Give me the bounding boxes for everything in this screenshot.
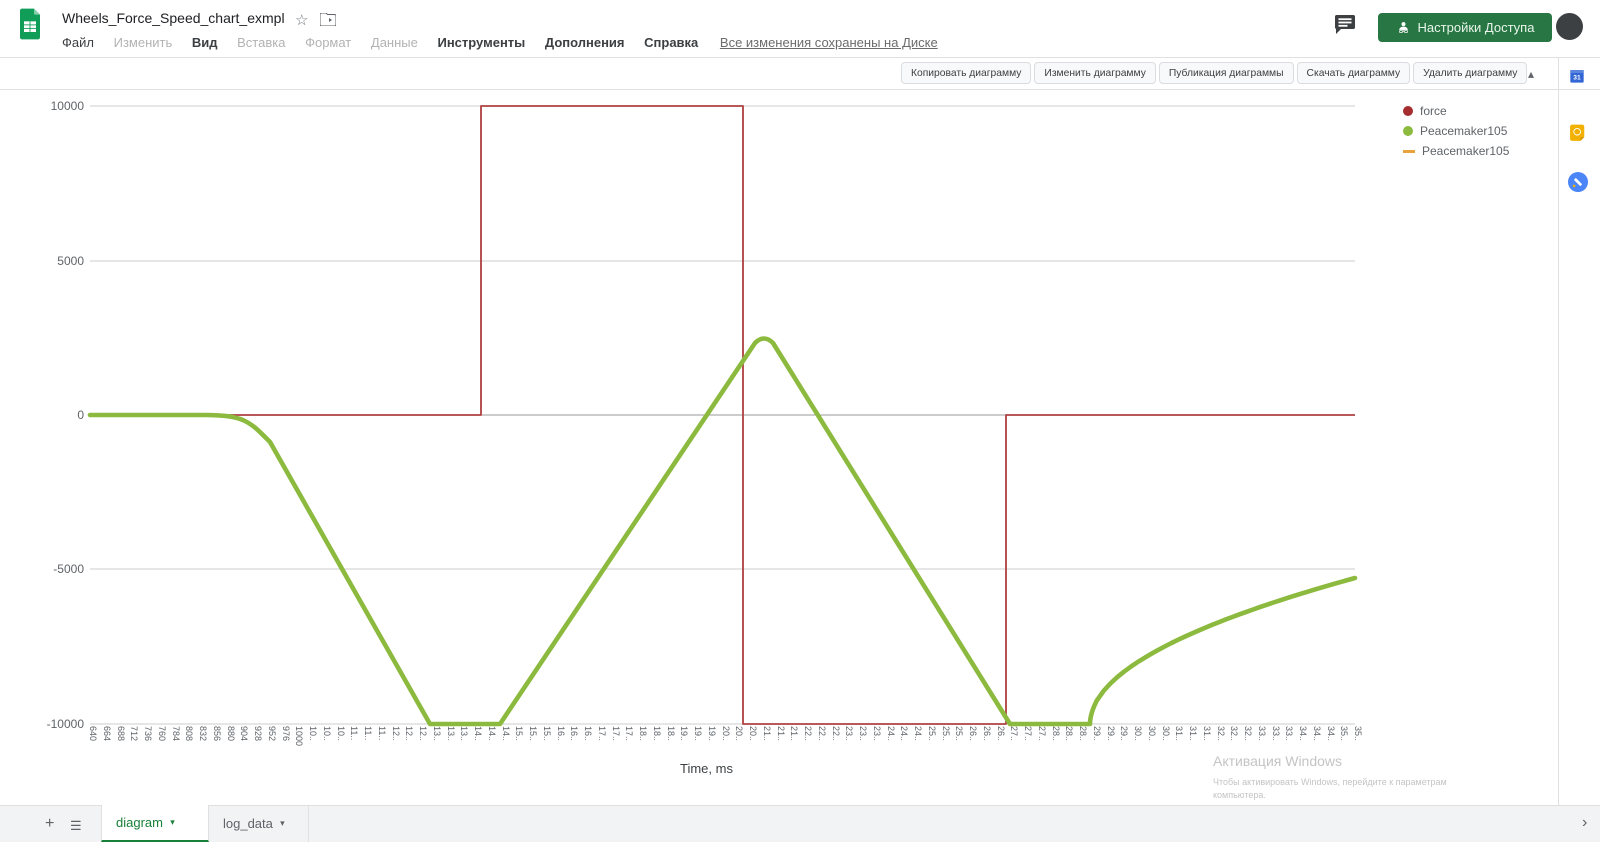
svg-text:0: 0	[77, 408, 84, 422]
svg-text:-5000: -5000	[53, 562, 84, 576]
svg-text:-10000: -10000	[47, 717, 85, 731]
svg-text:10000: 10000	[51, 99, 85, 113]
svg-text:5000: 5000	[57, 254, 84, 268]
svg-text:31: 31	[1573, 75, 1581, 82]
